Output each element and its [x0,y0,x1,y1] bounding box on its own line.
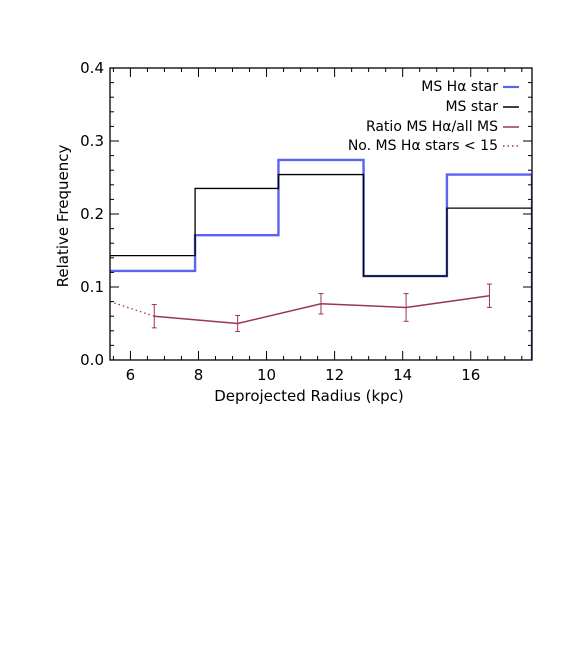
step-line-ms-h-star [110,158,532,278]
y-tick-label: 0.4 [80,59,104,77]
x-tick-label: 10 [257,366,276,384]
axes-layer: 6 8 10 12 14 16 0.0 0.1 0.2 0.3 0.4 Deprojected Rad… [54,59,533,405]
x-tick-label: 8 [194,366,204,384]
x-tick-label: 6 [126,366,136,384]
legend-entry: No. MS Hα stars < 15 [348,138,519,154]
x-tick-label: 12 [325,366,344,384]
y-axis-title: Relative Frequency [54,145,72,288]
x-axis-title: Deprojected Radius (kpc) [214,387,404,405]
legend-label: MS Hα star [421,79,498,95]
legend-entry: Ratio MS Hα/all MS [366,119,519,135]
legend-label: Ratio MS Hα/all MS [366,119,498,135]
ratio-line [154,295,490,325]
y-tick-label: 0.0 [80,351,104,369]
x-tick-label: 14 [393,366,412,384]
plot-layer [110,158,532,360]
low-count-dotted-line [110,300,155,317]
legend-label: No. MS Hα stars < 15 [348,138,498,154]
legend: MS Hα star MS star Ratio MS Hα/all MS No. M… [348,79,519,154]
step-line-ms-star [110,173,532,277]
legend-label: MS star [445,99,498,115]
legend-entry: MS star [445,99,519,115]
x-tick-label: 16 [461,366,480,384]
y-tick-label: 0.3 [80,132,104,150]
y-tick-label: 0.1 [80,278,104,296]
legend-entry: MS Hα star [421,79,519,95]
y-tick-label: 0.2 [80,205,104,223]
